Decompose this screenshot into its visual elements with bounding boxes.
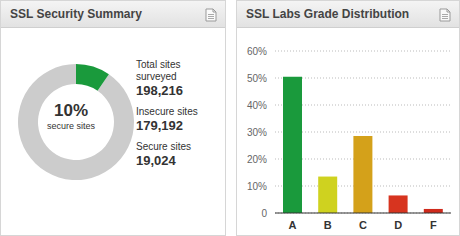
svg-text:B: B: [324, 219, 332, 231]
html-text:SSL Labs Grade Distribution: SSL Labs Grade Distribution: [246, 7, 410, 21]
html-text:Secure sites: Secure sites: [136, 141, 191, 152]
svg-text:30%: 30%: [247, 127, 267, 138]
svg-text:20%: 20%: [247, 154, 267, 165]
html-text:SSL Security Summary: SSL Security Summary: [10, 7, 142, 21]
html-text:179,192: 179,192: [136, 118, 183, 133]
html-text:10%: 10%: [54, 101, 88, 120]
svg-text:0: 0: [261, 208, 267, 219]
svg-text:C: C: [359, 219, 367, 231]
html-text:Insecure sites: Insecure sites: [136, 106, 198, 117]
html-text:secure sites: secure sites: [47, 121, 95, 131]
svg-text:10%: 10%: [247, 181, 267, 192]
html-text:198,216: 198,216: [136, 83, 183, 98]
svg-text:D: D: [394, 219, 402, 231]
svg-text:40%: 40%: [247, 100, 267, 111]
svg-text:A: A: [289, 219, 297, 231]
svg-text:60%: 60%: [247, 46, 267, 57]
svg-text:F: F: [430, 219, 437, 231]
svg-text:50%: 50%: [247, 73, 267, 84]
html-text:19,024: 19,024: [136, 153, 176, 168]
html-text:Total sites surveyed: Total sites surveyed: [136, 59, 181, 82]
